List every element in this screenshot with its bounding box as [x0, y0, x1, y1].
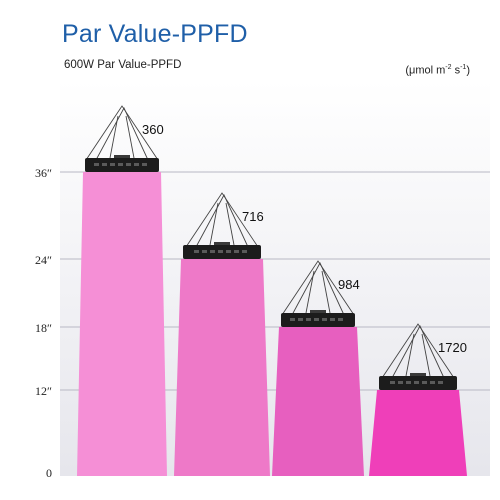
bar-group: 716	[174, 192, 270, 476]
hanger-wires-icon	[381, 323, 455, 379]
hanger-wires-icon	[281, 260, 355, 316]
unit-label: (μmol m-2 s-1)	[405, 64, 470, 77]
fixture-vents-icon	[94, 163, 147, 166]
fixture-handle-icon	[310, 310, 326, 313]
y-tick-label: 0	[46, 466, 52, 480]
y-tick-label: 24″	[35, 253, 52, 267]
fixture-handle-icon	[410, 373, 426, 376]
ppfd-value-label: 984	[338, 277, 360, 292]
ppfd-value-label: 716	[242, 209, 264, 224]
light-beam-bar	[272, 327, 364, 476]
bar-group: 984	[272, 260, 364, 476]
ppfd-value-label: 360	[142, 122, 164, 137]
bars: 360 716 984 1720	[77, 105, 467, 476]
chart-subtitle: 600W Par Value-PPFD	[64, 59, 182, 71]
bar-group: 1720	[369, 323, 467, 476]
fixture-handle-icon	[114, 155, 130, 158]
bar-group: 360	[77, 105, 167, 476]
hanger-wires-icon	[185, 192, 259, 248]
fixture-handle-icon	[214, 242, 230, 245]
y-axis: 0 12″ 18″ 24″ 36″	[35, 166, 52, 480]
light-beam-bar	[174, 259, 270, 476]
fixture-vents-icon	[194, 250, 247, 253]
chart-title: Par Value-PPFD	[62, 20, 248, 48]
ppfd-value-label: 1720	[438, 340, 467, 355]
hanger-wires-icon	[85, 105, 159, 161]
light-beam-bar	[77, 172, 167, 476]
y-tick-label: 12″	[35, 384, 52, 398]
fixture-vents-icon	[290, 318, 343, 321]
fixture-vents-icon	[390, 381, 443, 384]
y-tick-label: 18″	[35, 321, 52, 335]
y-tick-label: 36″	[35, 166, 52, 180]
light-beam-bar	[369, 390, 467, 476]
